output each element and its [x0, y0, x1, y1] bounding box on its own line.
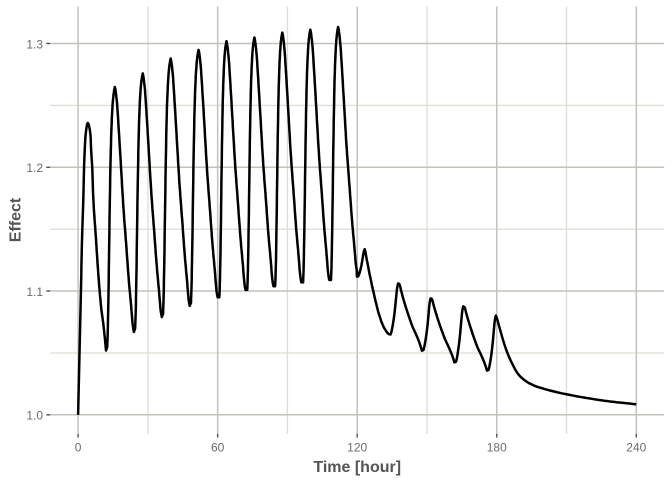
svg-text:1.0: 1.0 [26, 409, 43, 423]
svg-text:240: 240 [626, 440, 646, 454]
svg-text:Effect: Effect [8, 197, 25, 242]
svg-text:1.1: 1.1 [26, 285, 43, 299]
svg-text:1.3: 1.3 [26, 37, 43, 51]
svg-text:0: 0 [75, 440, 82, 454]
svg-text:120: 120 [347, 440, 367, 454]
svg-text:1.2: 1.2 [26, 161, 43, 175]
svg-text:60: 60 [211, 440, 225, 454]
svg-text:Time [hour]: Time [hour] [313, 459, 401, 476]
svg-text:180: 180 [487, 440, 507, 454]
